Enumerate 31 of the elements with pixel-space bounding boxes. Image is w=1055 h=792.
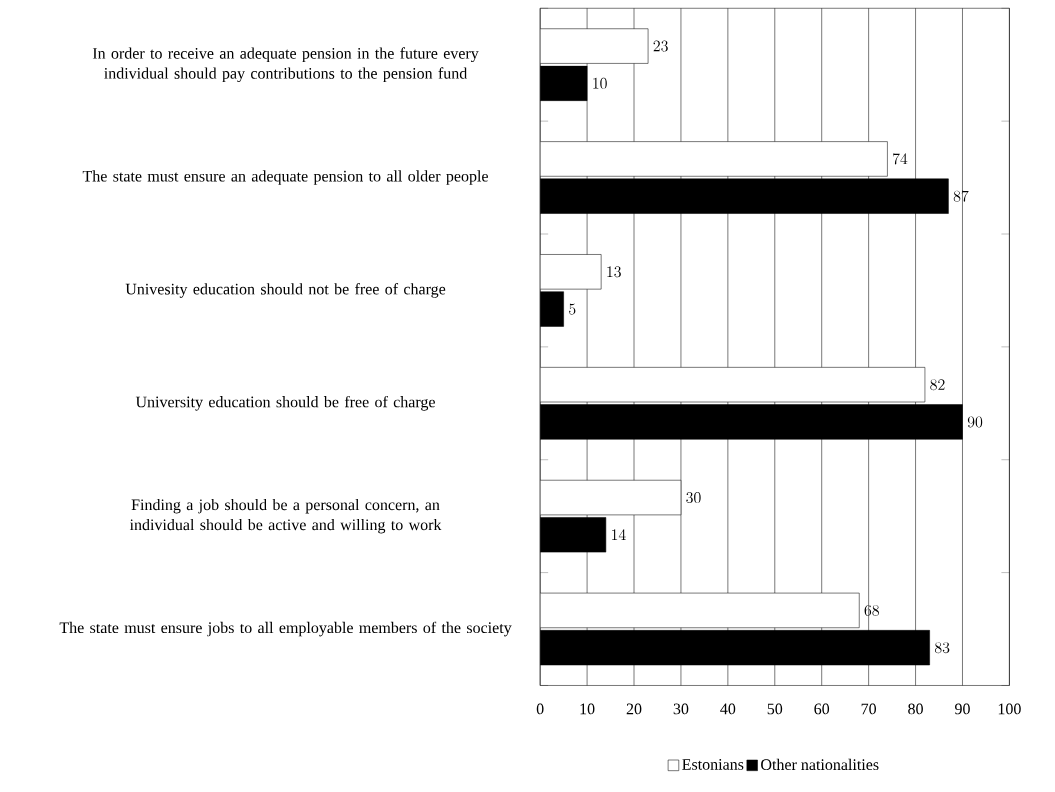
x-tick-label: 50 xyxy=(767,703,783,715)
data-label: 30 xyxy=(686,491,701,503)
data-label: 82 xyxy=(930,379,945,390)
data-label: 13 xyxy=(607,266,621,278)
x-tick-label: 70 xyxy=(861,703,877,715)
x-tick-label: 60 xyxy=(814,703,830,715)
x-tick-label: 0 xyxy=(536,703,544,715)
legend-label: Estonians xyxy=(682,758,744,770)
x-tick-label: 20 xyxy=(626,703,642,715)
legend-label: Other nationalities xyxy=(761,758,879,770)
data-label: 83 xyxy=(935,641,950,653)
data-label: 10 xyxy=(593,77,607,89)
data-label: 14 xyxy=(612,528,626,540)
x-tick-label: 10 xyxy=(580,703,595,715)
x-tick-label: 40 xyxy=(720,703,736,715)
y-tick-label: Finding a job should be a personal concern, an individual should be active and willing to work xyxy=(129,498,442,534)
x-tick-label: 80 xyxy=(908,703,923,715)
y-tick-label: The state must ensure jobs to all employable members of the society xyxy=(59,621,512,637)
data-label: 87 xyxy=(953,190,969,202)
y-tick-label: Univesity education should not be free of charge xyxy=(125,282,446,298)
y-tick-label: In order to receive an adequate pension in the future every individual should pay contributions to the pension fund xyxy=(92,47,479,82)
x-tick-label: 90 xyxy=(955,703,970,715)
x-tick-label: 30 xyxy=(673,703,689,715)
data-label: 5 xyxy=(569,303,576,315)
data-label: 74 xyxy=(892,153,908,165)
x-tick-label: 100 xyxy=(998,703,1021,715)
data-label: 23 xyxy=(653,40,668,52)
y-tick-label: The state must ensure an adequate pension to all older people xyxy=(82,170,488,185)
data-label: 90 xyxy=(967,416,983,428)
data-label: 68 xyxy=(864,604,879,616)
y-tick-label: University education should be free of charge xyxy=(135,395,435,411)
